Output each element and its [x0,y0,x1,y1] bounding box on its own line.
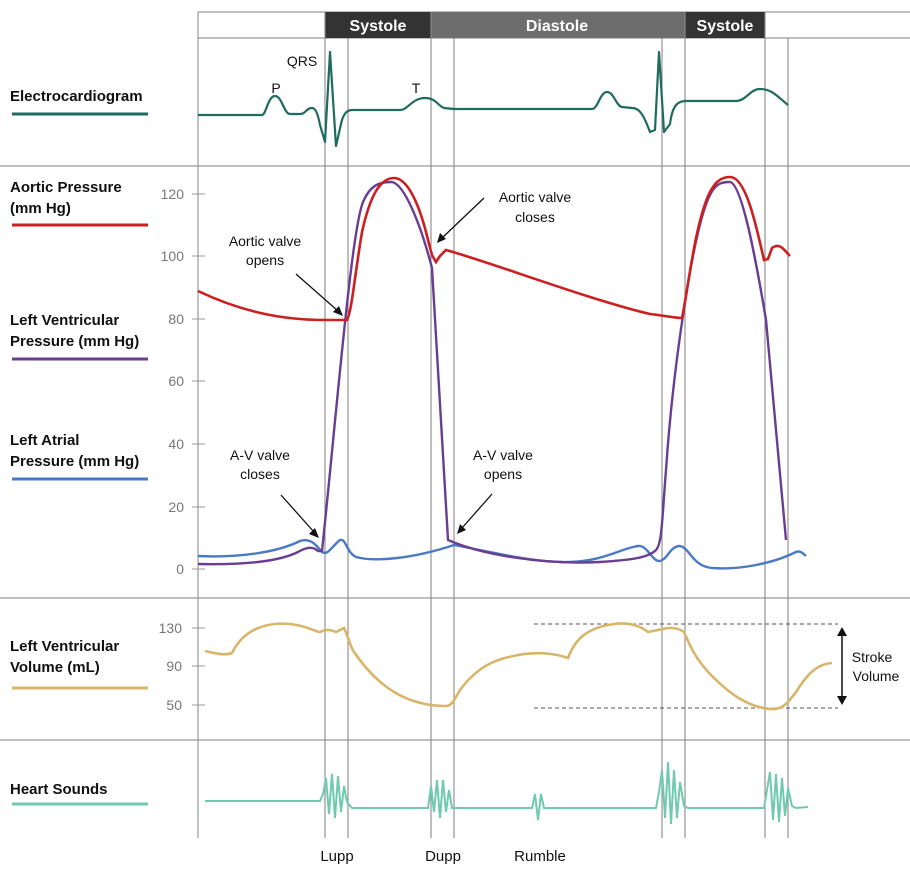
lv-volume-trace [204,622,833,711]
lv-pressure-trace [197,180,788,566]
annotation-aortic-opens: Aortic valve opens [229,233,343,316]
pressure-tick-80: 80 [168,311,184,327]
pressure-axis: 0 20 40 60 80 100 120 [161,186,205,577]
arrow-av-closes [280,494,315,533]
ecg-label-t: T [412,80,421,96]
label-lvp-2: Pressure (mm Hg) [10,333,139,350]
annot-stroke-volume-line-1: Stroke [852,649,893,665]
phase-systole-1 [325,12,431,38]
label-ecg: Electrocardiogram [10,88,143,105]
volume-tick-130: 130 [159,620,183,636]
volume-tick-90: 90 [166,658,182,674]
pressure-tick-40: 40 [168,436,184,452]
label-atrial-1: Left Atrial [10,432,79,449]
phase-label-systole-1: Systole [350,18,407,35]
volume-axis: 50 90 130 [159,620,205,713]
annotation-av-opens: A-V valve opens [457,447,533,534]
label-volume-1: Left Ventricular [10,638,119,655]
annot-av-opens-line-2: opens [484,466,522,482]
label-aortic-1: Aortic Pressure [10,179,122,196]
phase-label-systole-2: Systole [697,18,754,35]
label-atrial-2: Pressure (mm Hg) [10,453,139,470]
left-atrial-pressure-trace [197,538,807,570]
aortic-pressure-trace [197,175,791,322]
annot-av-opens-line-1: A-V valve [473,447,533,463]
annot-stroke-volume-line-2: Volume [853,668,900,684]
ecg-label-qrs: QRS [287,53,317,69]
annotation-av-closes: A-V valve closes [230,447,319,538]
arrowhead-av-closes [309,528,319,538]
arrowhead-aortic-opens [333,306,343,316]
stroke-volume-arrowhead-up [837,627,847,636]
volume-tick-50: 50 [166,697,182,713]
annotation-stroke-volume: Stroke Volume [837,627,900,705]
annot-av-closes-line-1: A-V valve [230,447,290,463]
arrow-aortic-closes [441,197,485,239]
annot-aortic-closes-line-2: closes [515,209,555,225]
annotation-aortic-closes: Aortic valve closes [437,189,571,243]
pressure-tick-60: 60 [168,373,184,389]
annot-av-closes-line-2: closes [240,466,280,482]
annot-aortic-opens-line-2: opens [246,252,284,268]
phase-bar: Systole Diastole Systole [325,12,765,38]
stroke-volume-arrowhead-down [837,696,847,705]
arrowhead-av-opens [457,524,466,534]
phase-diastole [431,12,685,38]
phase-label-diastole: Diastole [526,18,588,35]
row-labels: Electrocardiogram Aortic Pressure (mm Hg… [10,88,148,806]
label-volume-2: Volume (mL) [10,659,100,676]
pressure-tick-100: 100 [161,248,185,264]
annot-aortic-closes-line-1: Aortic valve [499,189,572,205]
annot-aortic-opens-line-1: Aortic valve [229,233,302,249]
label-aortic-2: (mm Hg) [10,200,71,217]
ecg-label-p: P [271,80,280,96]
pressure-tick-20: 20 [168,499,184,515]
event-lines [324,12,789,838]
pressure-tick-0: 0 [176,561,184,577]
phase-systole-2 [685,12,765,38]
heart-sounds-trace [205,761,809,825]
sound-label-lupp: Lupp [320,848,353,865]
stroke-volume-guides [534,623,838,709]
arrow-av-opens [461,493,493,529]
arrow-aortic-opens [295,273,339,312]
sound-label-dupp: Dupp [425,848,461,865]
frame [0,11,910,838]
label-lvp-1: Left Ventricular [10,312,119,329]
ecg-trace [198,50,789,148]
sound-label-rumble: Rumble [514,848,566,865]
label-heart-sounds: Heart Sounds [10,781,108,798]
arrowhead-aortic-closes [437,233,446,243]
pressure-tick-120: 120 [161,186,185,202]
